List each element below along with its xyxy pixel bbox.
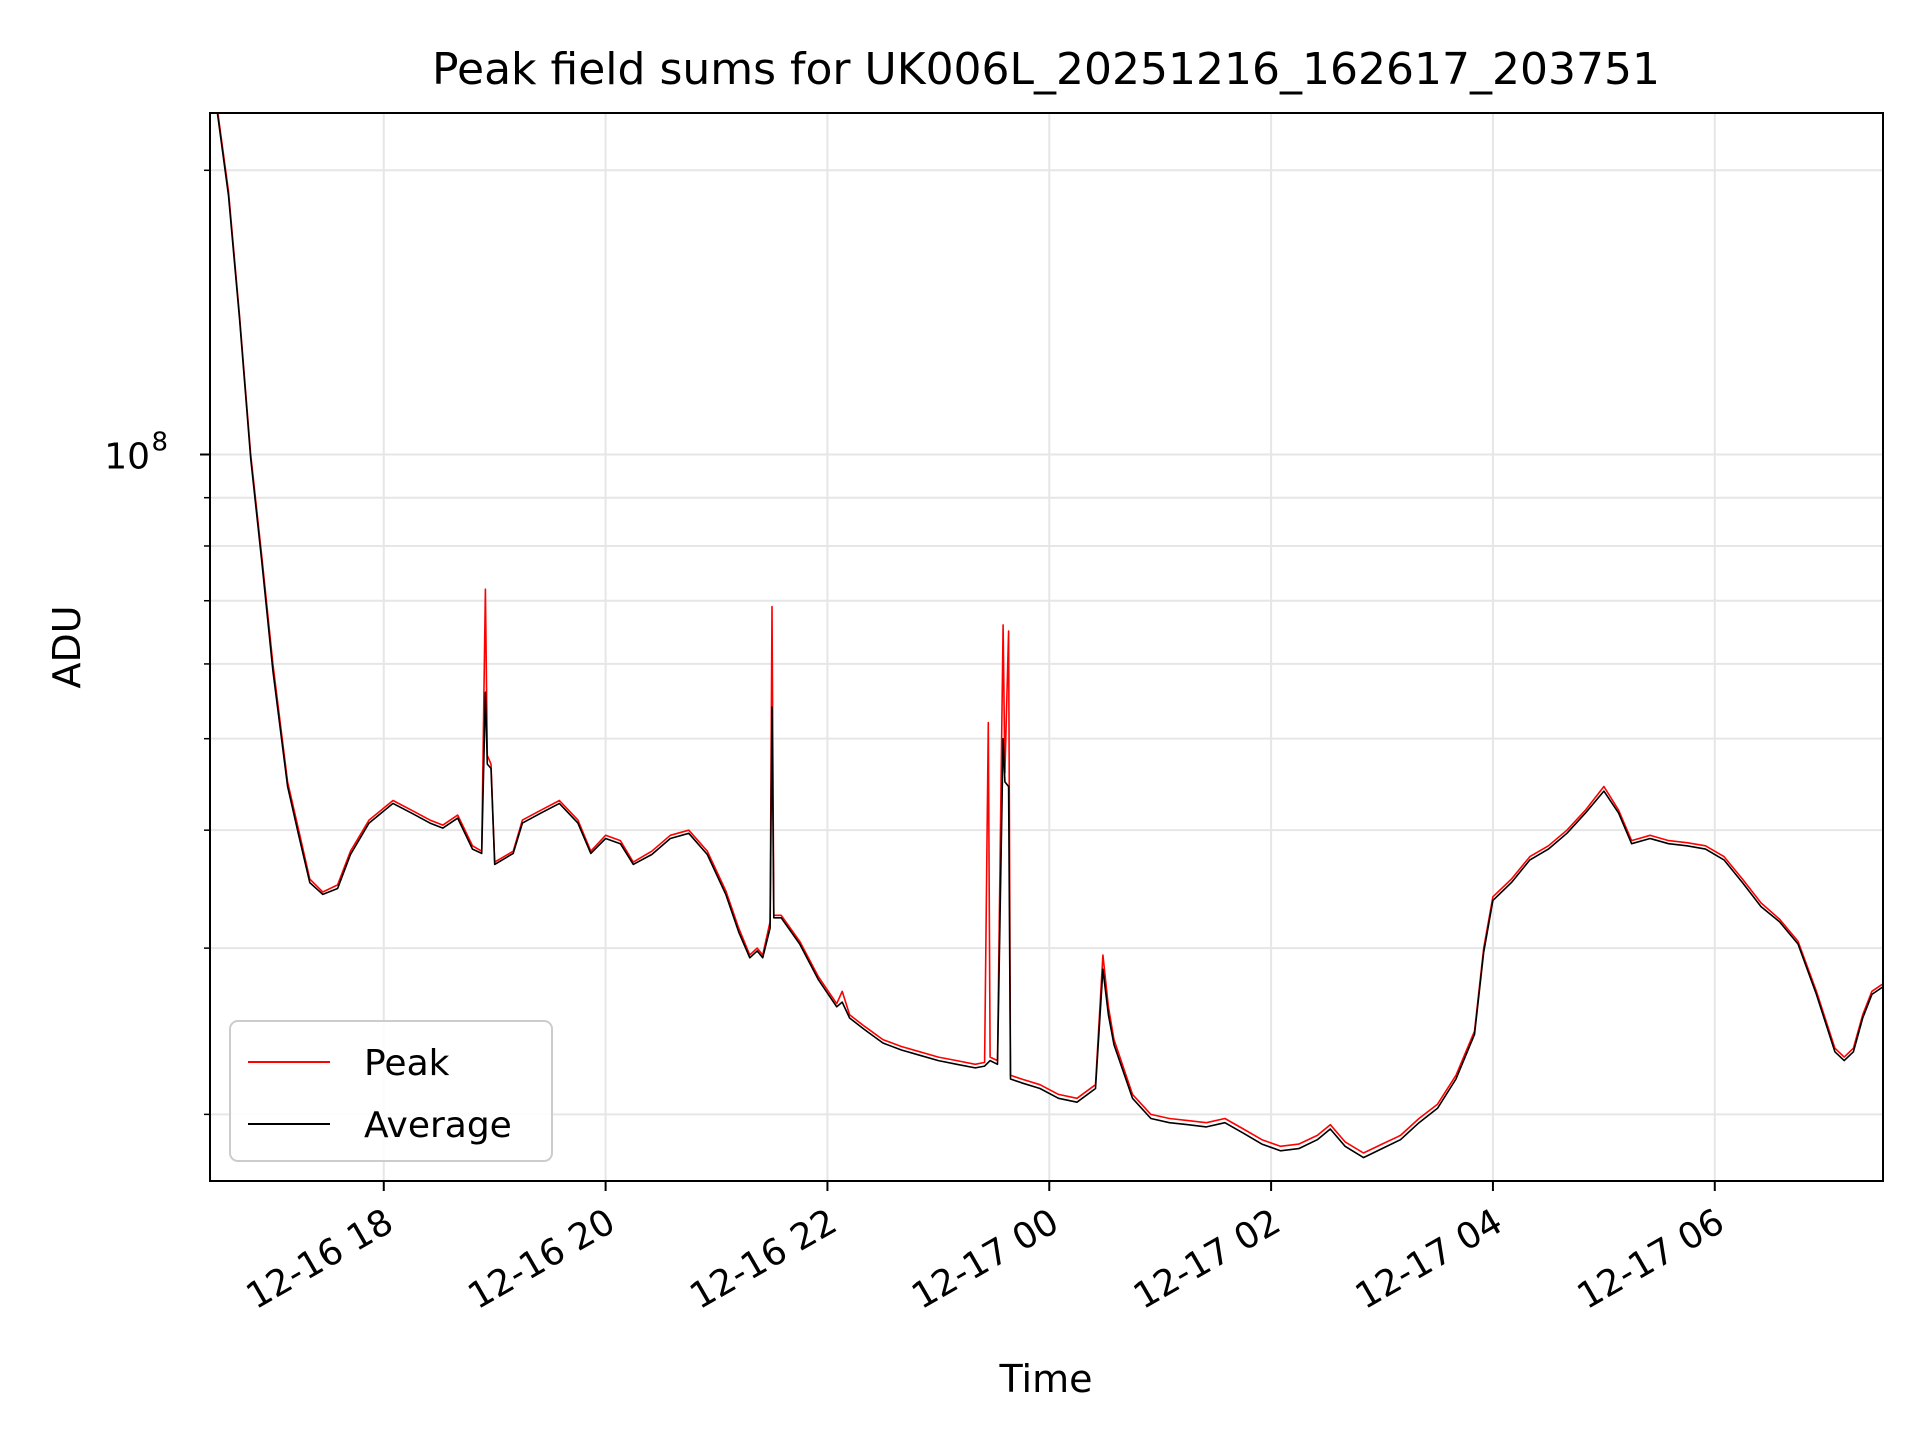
- legend: Peak Average: [229, 1020, 553, 1162]
- legend-box: [229, 1020, 553, 1162]
- x-axis-label: Time: [999, 1357, 1093, 1401]
- plot-frame: [209, 112, 1884, 1182]
- series-line-average: [216, 113, 1883, 1159]
- legend-label-peak: Peak: [364, 1043, 450, 1084]
- y-axis-label: ADU: [45, 605, 89, 688]
- chart-title: Peak field sums for UK006L_20251216_1626…: [432, 44, 1660, 95]
- y-tick-label-exponent: 8: [151, 427, 168, 457]
- y-tick-label-base: 10: [104, 436, 150, 477]
- series-line-peak: [217, 113, 1883, 1154]
- legend-label-average: Average: [364, 1105, 512, 1146]
- y-axis-ticks: 10 8: [104, 169, 210, 1116]
- series-layer: [216, 113, 1883, 1159]
- grid: [210, 113, 1883, 1181]
- y-tick-label: 10: [104, 436, 150, 477]
